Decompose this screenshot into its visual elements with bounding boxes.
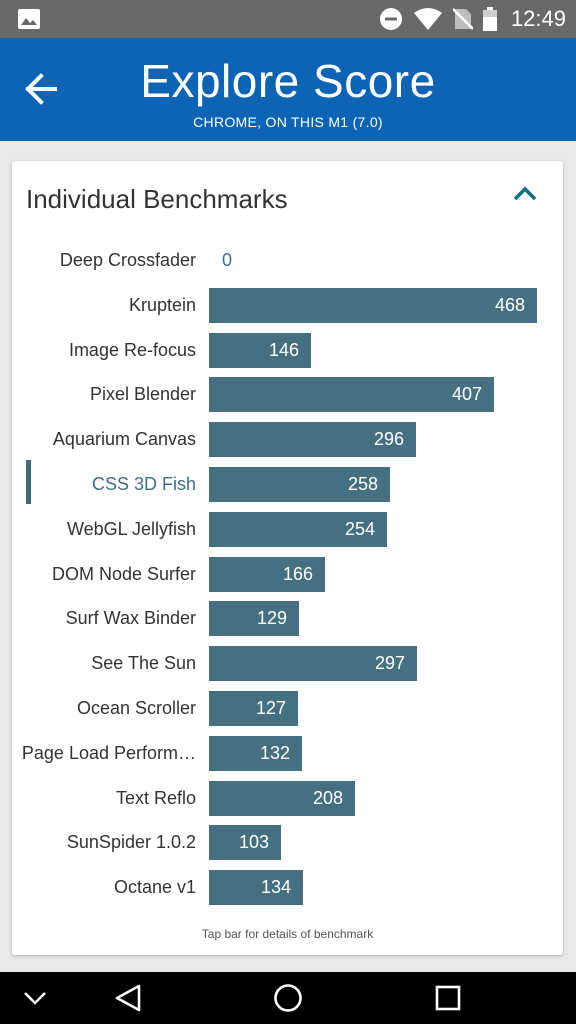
benchmark-row[interactable]: SunSpider 1.0.2 103 bbox=[12, 820, 563, 865]
selection-indicator bbox=[26, 459, 31, 504]
nav-hide-keyboard[interactable] bbox=[10, 972, 60, 1024]
benchmark-row[interactable]: Image Re-focus 146 bbox=[12, 328, 563, 373]
chevron-down-icon bbox=[24, 992, 46, 1005]
benchmark-score: 0 bbox=[222, 250, 233, 270]
benchmark-row[interactable]: Text Reflo 208 bbox=[12, 776, 563, 821]
nav-back[interactable] bbox=[100, 972, 156, 1024]
wifi-icon bbox=[413, 8, 442, 30]
benchmark-name: Text Reflo bbox=[115, 787, 196, 808]
benchmark-row[interactable]: See The Sun 297 bbox=[12, 641, 563, 686]
benchmark-bar[interactable] bbox=[209, 422, 416, 458]
benchmark-name: Kruptein bbox=[128, 294, 196, 315]
benchmark-bar[interactable] bbox=[209, 466, 390, 502]
benchmark-row[interactable]: CSS 3D Fish 258 bbox=[12, 459, 563, 507]
benchmark-row[interactable]: Aquarium Canvas 296 bbox=[12, 417, 563, 462]
benchmark-score: 166 bbox=[282, 563, 313, 584]
benchmark-bar[interactable] bbox=[209, 690, 298, 726]
benchmark-score: 146 bbox=[268, 339, 299, 360]
battery-icon bbox=[482, 7, 497, 31]
app-bar: Explore Score CHROME, ON THIS M1 (7.0) bbox=[0, 38, 576, 141]
benchmark-bar[interactable] bbox=[209, 780, 355, 816]
benchmark-score: 407 bbox=[451, 384, 482, 405]
benchmark-name: Ocean Scroller bbox=[76, 697, 196, 718]
benchmark-name: Octane v1 bbox=[113, 877, 196, 898]
hint-text: Tap bar for details of benchmark bbox=[201, 927, 374, 941]
benchmark-name: Deep Crossfader bbox=[59, 250, 196, 270]
circle-home-icon bbox=[274, 984, 302, 1012]
benchmark-score: 127 bbox=[255, 697, 286, 718]
benchmark-bar[interactable] bbox=[209, 511, 387, 547]
benchmark-score: 258 bbox=[347, 473, 378, 494]
nav-recents[interactable] bbox=[420, 972, 476, 1024]
benchmark-bar[interactable] bbox=[209, 287, 537, 323]
status-bar: 12:49 bbox=[0, 0, 576, 38]
benchmark-bar[interactable] bbox=[209, 601, 299, 637]
benchmark-bar[interactable] bbox=[209, 825, 281, 861]
no-sim-icon bbox=[452, 8, 473, 30]
benchmark-bar[interactable] bbox=[209, 646, 417, 682]
benchmark-name: Pixel Blender bbox=[89, 384, 196, 405]
benchmark-score: 254 bbox=[344, 518, 375, 539]
gallery-icon bbox=[18, 9, 40, 29]
benchmark-row[interactable]: Page Load Perform… 132 bbox=[12, 731, 563, 776]
benchmark-score: 129 bbox=[256, 608, 287, 629]
benchmark-row[interactable]: Pixel Blender 407 bbox=[12, 372, 563, 417]
benchmark-score: 208 bbox=[312, 787, 343, 808]
benchmark-score: 296 bbox=[373, 429, 404, 450]
benchmark-score: 132 bbox=[259, 742, 290, 763]
benchmark-name: Aquarium Canvas bbox=[52, 429, 196, 450]
benchmark-score: 103 bbox=[238, 832, 269, 853]
benchmark-bar[interactable] bbox=[209, 332, 311, 368]
navigation-bar bbox=[0, 972, 576, 1024]
chevron-up-icon[interactable] bbox=[513, 185, 537, 203]
square-recents-icon bbox=[435, 985, 461, 1011]
benchmark-row[interactable]: Ocean Scroller 127 bbox=[12, 686, 563, 731]
nav-home[interactable] bbox=[260, 972, 316, 1024]
benchmark-name: See The Sun bbox=[91, 653, 196, 674]
benchmark-name: WebGL Jellyfish bbox=[66, 518, 196, 539]
benchmark-list: Deep Crossfader 0 Kruptein 468 Image Re-focu… bbox=[12, 238, 563, 910]
card-title: Individual Benchmarks bbox=[26, 184, 288, 214]
benchmark-name: Page Load Perform… bbox=[21, 742, 196, 763]
benchmark-name: DOM Node Surfer bbox=[51, 563, 196, 584]
benchmark-name: CSS 3D Fish bbox=[91, 473, 196, 494]
benchmark-bar[interactable] bbox=[209, 556, 325, 592]
page-title: Explore Score bbox=[140, 55, 436, 107]
benchmark-row[interactable]: Deep Crossfader 0 bbox=[12, 238, 563, 283]
benchmarks-card: Individual Benchmarks Deep Crossfader 0 Kr… bbox=[12, 161, 563, 955]
benchmark-row[interactable]: Octane v1 134 bbox=[12, 865, 563, 910]
benchmark-row[interactable]: Surf Wax Binder 129 bbox=[12, 596, 563, 641]
back-arrow-icon[interactable] bbox=[24, 72, 58, 106]
benchmark-row[interactable]: WebGL Jellyfish 254 bbox=[12, 507, 563, 552]
benchmark-row[interactable]: DOM Node Surfer 166 bbox=[12, 552, 563, 597]
benchmark-score: 134 bbox=[260, 877, 291, 898]
page-subtitle: CHROME, ON THIS M1 (7.0) bbox=[193, 114, 383, 130]
benchmark-score: 468 bbox=[494, 294, 525, 315]
benchmark-score: 297 bbox=[374, 653, 405, 674]
benchmark-row[interactable]: Kruptein 468 bbox=[12, 283, 563, 328]
benchmark-name: Image Re-focus bbox=[68, 339, 196, 360]
benchmark-bar[interactable] bbox=[209, 377, 494, 413]
benchmark-name: Surf Wax Binder bbox=[65, 608, 196, 629]
triangle-back-icon bbox=[115, 984, 141, 1012]
benchmark-name: SunSpider 1.0.2 bbox=[66, 832, 196, 853]
status-time: 12:49 bbox=[510, 6, 566, 31]
benchmark-bar[interactable] bbox=[209, 735, 302, 771]
benchmark-bar[interactable] bbox=[209, 870, 303, 906]
do-not-disturb-icon bbox=[379, 8, 402, 30]
